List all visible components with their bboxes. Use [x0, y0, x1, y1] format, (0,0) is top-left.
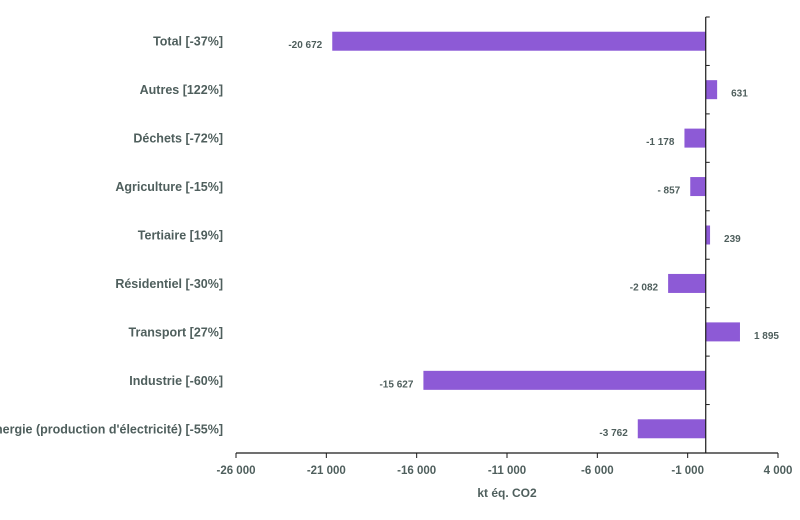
x-tick-label: -21 000: [307, 465, 346, 477]
category-label: Autres [122%]: [140, 83, 223, 97]
value-label: - 857: [657, 186, 680, 197]
category-label: Résidentiel [-30%]: [115, 277, 223, 291]
category-label: Transport [27%]: [129, 325, 223, 339]
value-label: -15 627: [379, 379, 413, 390]
value-label: 631: [731, 89, 748, 100]
value-label: 1 895: [754, 331, 779, 342]
category-label: Agriculture [-15%]: [115, 180, 223, 194]
x-tick-label: -11 000: [488, 465, 526, 477]
x-tick-label: 4 000: [764, 465, 793, 477]
bar-1: [705, 80, 718, 100]
bar-6: [705, 322, 740, 342]
value-label: 239: [724, 234, 741, 245]
bar-4: [705, 225, 711, 245]
bar-8: [637, 419, 706, 439]
value-label: -1 178: [646, 137, 675, 148]
category-label: Total [-37%]: [153, 35, 223, 49]
category-label: Industrie [-60%]: [129, 374, 223, 388]
bar-0: [332, 31, 706, 51]
bar-3: [690, 177, 706, 197]
bar-5: [668, 273, 706, 293]
bar-7: [423, 370, 706, 390]
x-tick-label: -6 000: [581, 465, 614, 477]
value-label: -3 762: [599, 428, 628, 439]
x-tick-label: -16 000: [397, 465, 436, 477]
category-label: Energie (production d'électricité) [-55%…: [0, 422, 223, 436]
x-axis-title: kt éq. CO2: [477, 486, 537, 500]
category-label: Déchets [-72%]: [133, 132, 223, 146]
bars-layer: [332, 31, 740, 439]
value-label: -20 672: [288, 40, 322, 51]
labels-layer: Total [-37%] -20 672 Autres [122%] 631 Déche…: [0, 16, 793, 477]
value-label: -2 082: [630, 282, 659, 293]
bar-2: [684, 128, 706, 148]
category-label: Tertiaire [19%]: [138, 229, 223, 243]
x-tick-label: -1 000: [671, 465, 704, 477]
x-tick-label: -26 000: [216, 465, 255, 477]
